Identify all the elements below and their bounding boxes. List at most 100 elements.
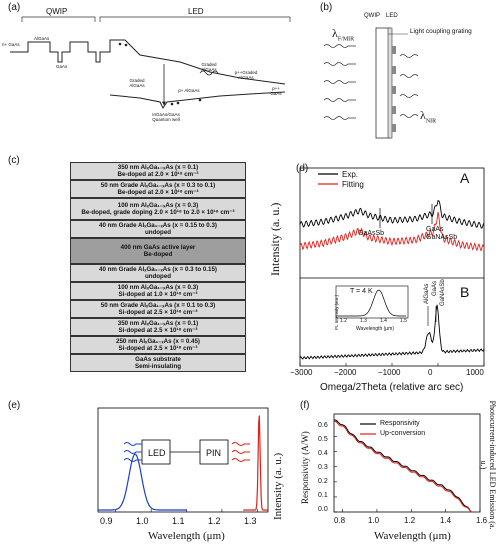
- f-ytick-2: 0.2: [318, 478, 328, 485]
- layer-9-line2: Si-doped at 2.5 × 10¹⁸ cm⁻³: [118, 345, 198, 352]
- inset-tick-3: 1.5: [400, 318, 407, 324]
- algaas-label: AlGaAs: [34, 36, 50, 41]
- e-frame: [97, 407, 269, 513]
- layer-2-line2: Be-doped, grade doping 2.0 × 10¹⁸ to 2.0…: [81, 209, 235, 216]
- layer-10-line2: Semi-insulating: [134, 363, 182, 370]
- lambda-fmir-label: λF/MIR: [332, 26, 354, 42]
- e-xtick-2: 1.1: [172, 516, 185, 526]
- layer-4-line1: 400 nm GaAs active layer: [120, 243, 196, 251]
- layer-7-line2: Si-doped at 2.5 × 10¹⁸ cm⁻³: [118, 309, 198, 316]
- layer-1: 50 nm Grade AlₓGa₁₋ₓAs (x = 0.3 to 0.1) B…: [70, 180, 246, 198]
- fitting-curve: [299, 211, 485, 252]
- graded-algaas2-label: Graded AlGaAs: [201, 62, 217, 72]
- e-xlabel: Wavelength (μm): [148, 530, 225, 542]
- d-xtick-3: 0: [428, 368, 433, 377]
- panel-b-label: (b): [320, 2, 333, 13]
- inset-tick-0: 1.2: [340, 318, 347, 324]
- layer-0-line2: Be-doped at 2.0 × 10¹⁸ cm⁻³: [117, 171, 199, 178]
- layer-7: 50 nm Grade AlₓGa₁₋ₓAs (x = 0.1 to 0.3) S…: [70, 300, 246, 318]
- layer-8: 350 nm AlₓGa₁₋ₓAs (x = 0.1) Si-doped at 2…: [70, 318, 246, 336]
- layer-2: 100 nm AlₓGa₁₋ₓAs (x = 0.3) Be-doped, gra…: [70, 198, 246, 220]
- f-ytick-3: 0.3: [318, 464, 328, 471]
- e-xtick-0: 0.9: [100, 516, 113, 526]
- pp-gaas-label: p++ GaAs: [270, 86, 282, 96]
- inset-xlabel: Wavelength (μm): [356, 326, 394, 332]
- panel-c-label: (c): [8, 155, 20, 166]
- blue-wave-1: [123, 450, 142, 454]
- f-ylabel: Responsivity (A/W): [300, 431, 310, 504]
- f-ytick-6: 0.6: [318, 422, 328, 429]
- pin-box: [199, 439, 229, 465]
- f-xtick-2: 1.2: [404, 516, 416, 525]
- device-schematic: [323, 27, 419, 139]
- layer-2-line1: 100 nm AlₓGa₁₋ₓAs (x = 0.3): [117, 201, 199, 209]
- layer-1-line1: 50 nm Grade AlₓGa₁₋ₓAs (x = 0.3 to 0.1): [100, 181, 216, 189]
- layer-6-line1: 100 nm AlₓGa₁₋ₓAs (x = 0.3): [117, 283, 199, 291]
- graded-algaas-label: Graded AlGaAs: [129, 78, 145, 88]
- inset-tick-1: 1.3: [360, 318, 367, 324]
- panel-f-label: (f): [300, 400, 310, 411]
- layer-9-line1: 250 nm AlₓGa₁₋ₓAs (x = 0.45): [116, 337, 200, 345]
- f-ytick-1: 0.1: [318, 492, 328, 499]
- f-xlabel: Wavelength (μm): [374, 530, 451, 542]
- d-xtick-4: 1000: [466, 368, 484, 377]
- legend-up-label: Up-conversion: [380, 430, 426, 437]
- gaas-label: GaAs: [56, 64, 68, 69]
- lambda-fmir-sub: F/MIR: [337, 36, 355, 43]
- n-gaas-label: n+ GaAs: [2, 42, 20, 47]
- layer-7-line1: 50 nm Grade AlₓGa₁₋ₓAs (x = 0.1 to 0.3): [100, 301, 216, 309]
- layer-4: 400 nm GaAs active layer Be-doped: [70, 238, 246, 264]
- e-xtick-3: 1.2: [208, 516, 221, 526]
- f-xtick-0: 0.8: [334, 516, 346, 525]
- gaas-ganassb-label: GaAs: [426, 226, 444, 233]
- led-label: LED: [188, 7, 204, 16]
- e-xtick-1: 1.0: [136, 516, 149, 526]
- layer-5: 40 nm Grade AlₓGa₁₋ₓAs (x = 0.3 to 0.15)…: [70, 264, 246, 282]
- f-frame: [333, 413, 481, 513]
- lambda-nir-sub: NIR: [425, 118, 437, 125]
- red-wave-2: [231, 458, 250, 462]
- layer-3-line1: 40 nm Grade AlₓGa₁₋ₓAs (x = 0.15 to 0.3): [99, 221, 217, 229]
- f-ytick-4: 0.4: [318, 450, 328, 457]
- inset-t-label: T = 4 K: [350, 288, 373, 295]
- band-diagram: [10, 16, 291, 109]
- panel-e-label: (e): [8, 400, 21, 411]
- legend-exp-label: Exp.: [342, 170, 359, 179]
- layer-6-line2: Si-doped at 1.0 × 10¹⁸ cm⁻³: [118, 291, 198, 298]
- layer-5-line1: 40 nm Grade AlₓGa₁₋ₓAs (x = 0.3 to 0.15): [99, 265, 217, 273]
- f-xtick-4: 1.6: [476, 516, 488, 525]
- exp-curve: [299, 200, 485, 229]
- legend-resp-label: Responsivity: [380, 420, 420, 427]
- d-xtick-2: −1000: [378, 368, 401, 377]
- red-spectrum: [243, 415, 268, 511]
- inset-tick-2: 1.4: [380, 318, 387, 324]
- b-led-label: LED: [386, 13, 398, 19]
- b-curve: [299, 304, 485, 360]
- red-wave-0: [231, 442, 250, 446]
- layer-1-line2: Be-doped at 2.0 × 10¹⁸ cm⁻³: [117, 189, 199, 196]
- f-ytick-0: 0.0: [318, 506, 328, 513]
- blue-spectrum: [98, 453, 187, 511]
- p-algaas-label: p+ AlGaAs: [178, 88, 200, 93]
- led-box: [141, 439, 171, 465]
- d-xlabel: Omega/2Theta (relative arc sec): [320, 382, 464, 393]
- layer-8-line1: 350 nm AlₓGa₁₋ₓAs (x = 0.1): [117, 319, 199, 327]
- layer-0-line1: 350 nm AlₓGa₁₋ₓAs (x = 0.1): [117, 163, 199, 171]
- tag-b: B: [460, 284, 470, 300]
- ganassb-label: GaNAsSb: [426, 234, 458, 241]
- inset-frame: [335, 285, 409, 319]
- red-wave-1: [231, 450, 250, 454]
- lambda-fmir-symbol: λ: [332, 26, 338, 40]
- layer-0: 350 nm AlₓGa₁₋ₓAs (x = 0.1) Be-doped at 2…: [70, 162, 246, 180]
- layer-3-line2: undoped: [144, 229, 172, 236]
- d-xtick-0: −3000: [290, 368, 313, 377]
- lambda-nir-label: λNIR: [420, 108, 436, 124]
- blue-wave-2: [123, 458, 142, 462]
- layer-4-line2: Be-doped: [143, 251, 173, 258]
- led-box-label: LED: [148, 448, 166, 458]
- f-xtick-3: 1.4: [440, 516, 452, 525]
- lambda-nir-symbol: λ: [420, 108, 426, 122]
- layer-10: GaAs substrate Semi-insulating: [70, 354, 246, 372]
